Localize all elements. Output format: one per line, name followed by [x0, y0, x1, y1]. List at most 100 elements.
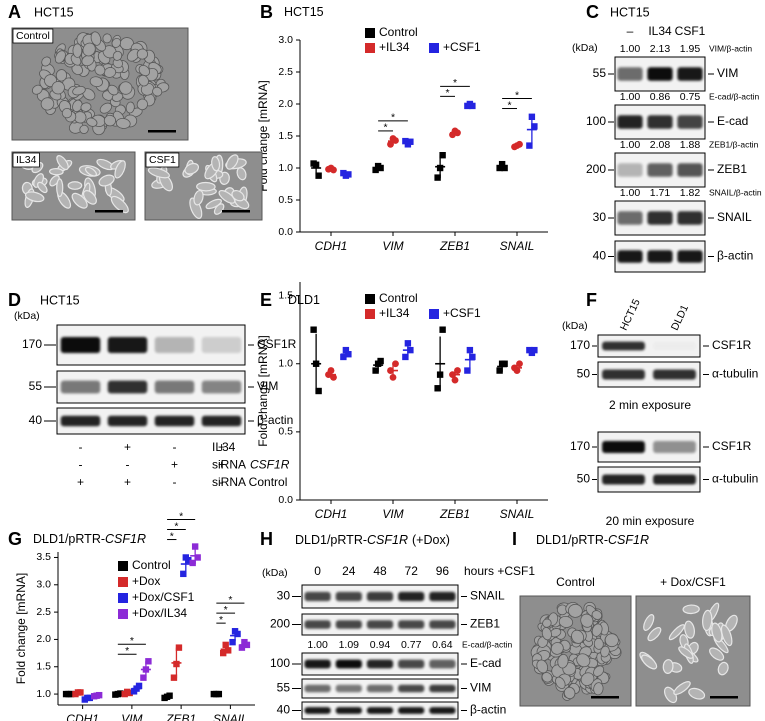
blot-band [647, 115, 673, 129]
cell [138, 74, 149, 87]
y-tick-label: 3.0 [36, 579, 51, 591]
title-text: DLD1/pRTR- [33, 532, 105, 546]
blot-band [398, 620, 425, 629]
cell [81, 54, 95, 67]
kda-label: 50 [577, 472, 591, 486]
condition-sign: - [173, 440, 177, 454]
protein-label: SNAIL [470, 589, 505, 603]
legend-swatch [365, 309, 375, 319]
cell [51, 81, 65, 95]
lane-label: 24 [342, 564, 356, 578]
lane-label: 96 [436, 564, 450, 578]
x-tick-label: ZEB1 [439, 239, 470, 253]
blot-band [653, 441, 696, 453]
chart-title: HCT15 [284, 5, 324, 19]
y-tick-label: 1.5 [278, 130, 293, 142]
data-point [166, 692, 173, 699]
condition-sign: + [124, 440, 131, 454]
ratio-value: 0.86 [650, 91, 671, 103]
cell [688, 687, 706, 700]
blot-band [602, 441, 645, 453]
data-point [145, 658, 152, 665]
panel-letter: F [586, 290, 597, 310]
blot-band [366, 620, 394, 629]
cell [593, 665, 605, 677]
title-text: DLD1/pRTR- [536, 533, 608, 547]
data-point [315, 172, 322, 179]
y-tick-label: 2.5 [36, 606, 51, 618]
unit-label: (kDa) [572, 42, 598, 54]
title-suffix: (+Dox) [412, 533, 450, 547]
cell [720, 624, 733, 647]
data-point [387, 140, 394, 148]
cell [119, 81, 133, 95]
cell [709, 647, 725, 661]
condition-label: siRNA CSF1R [212, 458, 290, 472]
blot-band [366, 591, 394, 602]
ratio-value: 0.77 [401, 639, 422, 651]
panel-title: DLD1/pRTR-CSF1R (+Dox) [295, 533, 450, 547]
significance-star: * [453, 77, 457, 89]
ratio-value: 1.00 [620, 91, 641, 103]
blot-band [602, 369, 645, 380]
protein-label: ZEB1 [470, 617, 500, 631]
lane-label: IL34 [648, 24, 672, 38]
y-tick-label: 1.0 [36, 688, 51, 700]
legend-label: +Dox/CSF1 [132, 590, 195, 604]
blot-band [617, 211, 643, 225]
x-tick-label: CDH1 [315, 239, 348, 253]
cell [61, 107, 73, 119]
blot-band [201, 415, 242, 427]
data-point [464, 367, 471, 374]
data-point [140, 674, 147, 681]
lane-unit: hours +CSF1 [464, 564, 535, 578]
protein-label: E-cad [717, 114, 748, 128]
cell [213, 203, 225, 215]
y-tick-label: 0.5 [278, 426, 293, 438]
lane-label: CSF1 [675, 24, 706, 38]
y-tick-label: 0.0 [278, 494, 293, 506]
cell [647, 626, 662, 642]
cell [79, 124, 89, 134]
protein-label: β-actin [470, 703, 506, 717]
blot-band [602, 474, 645, 485]
data-point [377, 357, 384, 365]
ratio-value: 1.71 [650, 187, 671, 199]
cell [662, 659, 674, 674]
lane-label: – [627, 24, 634, 38]
blot-band [602, 341, 645, 351]
cell [193, 189, 204, 206]
significance-star: * [508, 99, 512, 111]
cell [80, 102, 92, 112]
cell [54, 50, 66, 64]
legend-swatch [365, 294, 375, 304]
data-point [175, 644, 183, 651]
cell [67, 181, 83, 190]
blot-band [653, 474, 696, 485]
cell [102, 33, 112, 44]
image-label-box [145, 152, 180, 168]
cell [211, 156, 221, 172]
cell [103, 67, 117, 78]
cell [99, 102, 113, 114]
data-point [234, 630, 241, 638]
x-tick-label: ZEB1 [165, 712, 196, 721]
cell [604, 633, 619, 648]
protein-label: α-tubulin [712, 367, 758, 381]
cell [37, 181, 48, 194]
title-gene: CSF1R [608, 533, 649, 547]
data-point [222, 641, 229, 649]
data-point [531, 123, 538, 130]
data-point [372, 367, 379, 374]
condition-label: siRNA Control [212, 475, 287, 489]
data-point [310, 326, 317, 333]
kda-label: 170 [570, 439, 590, 453]
data-point [170, 674, 178, 681]
y-tick-label: 3.5 [36, 551, 51, 563]
cell [563, 686, 576, 700]
data-point [229, 638, 236, 646]
blot-band [647, 163, 673, 177]
cell [112, 58, 123, 69]
panel-letter: H [260, 529, 273, 549]
cell [231, 189, 245, 202]
